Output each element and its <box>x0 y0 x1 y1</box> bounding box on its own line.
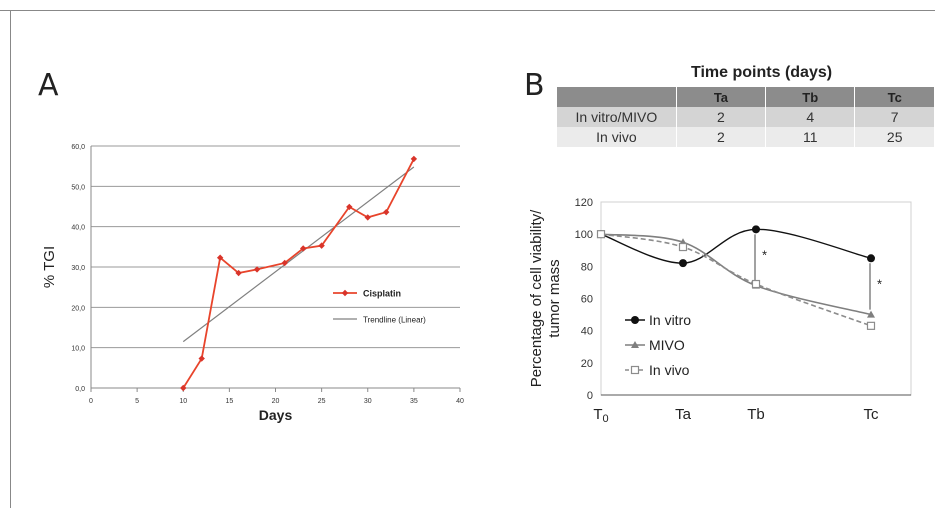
x-tick-label: 0 <box>89 398 93 405</box>
legend-marker <box>631 341 639 348</box>
in-vivo-point <box>678 242 688 252</box>
panel-b-letter: B <box>524 68 545 103</box>
series-line-in-vivo <box>600 233 872 327</box>
legend-marker-cisplatin <box>341 289 349 297</box>
y-tick-label: 20 <box>581 358 593 370</box>
table-cell: 11 <box>765 127 856 147</box>
x-tick-label: 15 <box>225 398 233 405</box>
legend-label: MIVO <box>649 337 685 353</box>
table-row-label: In vitro/MIVO <box>557 107 677 127</box>
significance-star: * <box>762 247 767 262</box>
y-tick-label: 0,0 <box>75 386 85 393</box>
y-tick-label: 100 <box>575 229 593 241</box>
x-axis-label: Days <box>259 407 293 423</box>
time-points-table: Ta Tb Tc In vitro/MIVO 2 4 7 In vivo 2 1… <box>557 87 935 147</box>
y-tick-label: 40,0 <box>71 225 85 232</box>
y-axis-label: Percentage of cell viability/ <box>528 209 545 387</box>
cisplatin-point <box>281 259 288 267</box>
y-tick-label: 0 <box>587 390 593 402</box>
x-tick-label: 35 <box>410 398 418 405</box>
cisplatin-point <box>364 214 371 221</box>
y-tick-label: 80 <box>581 261 593 273</box>
legend-label: In vivo <box>649 362 690 378</box>
significance-star: * <box>877 276 882 291</box>
x-tick-label: 25 <box>318 398 326 405</box>
table-row: In vivo 2 11 25 <box>557 127 935 147</box>
table-cell: 4 <box>765 107 856 127</box>
cisplatin-point <box>299 245 307 252</box>
x-tick-label: T0 <box>593 406 608 425</box>
y-tick-label: 20,0 <box>71 305 85 312</box>
cisplatin-point <box>383 208 390 216</box>
y-tick-label: 60 <box>581 294 593 306</box>
legend-marker <box>631 316 639 324</box>
y-tick-label: 120 <box>575 197 593 209</box>
table-row: In vitro/MIVO 2 4 7 <box>557 107 935 127</box>
y-tick-label: 60,0 <box>71 144 85 151</box>
cisplatin-point <box>180 384 187 392</box>
in-vitro-point <box>867 254 875 263</box>
table-cell: 7 <box>854 107 935 127</box>
cisplatin-point <box>235 269 242 277</box>
y-tick-label: 10,0 <box>71 346 85 353</box>
table-header-cell: Ta <box>676 87 767 107</box>
x-tick-label: 30 <box>364 398 372 405</box>
cisplatin-line <box>182 158 415 389</box>
time-points-title: Time points (days) <box>691 64 833 81</box>
y-tick-label: 30,0 <box>71 265 85 272</box>
x-tick-label: 10 <box>179 398 187 405</box>
table-header-cell: Tb <box>765 87 856 107</box>
figure-frame <box>0 10 935 508</box>
tgi-chart: 0,0 10,0 20,0 30,0 40,0 50,0 60,0 0 5 10 15 20 25 30 3… <box>41 144 464 423</box>
legend-marker <box>630 365 640 375</box>
table-header-cell: Tc <box>854 87 935 107</box>
in-vitro-point <box>679 259 687 268</box>
in-vitro-point <box>752 225 760 234</box>
y-tick-label: 40 <box>581 326 593 338</box>
cisplatin-point <box>198 355 205 362</box>
table-row-label: In vivo <box>557 127 677 147</box>
viability-chart: 0 20 40 60 80 100 120 T0 Ta Tb Tc Percentage of cel… <box>528 197 912 425</box>
legend-label-cisplatin: Cisplatin <box>363 289 401 299</box>
x-tick-label: Tb <box>747 406 765 423</box>
in-vivo-point <box>866 321 876 330</box>
in-vivo-point <box>751 279 761 289</box>
table-header-row: Ta Tb Tc <box>557 87 935 107</box>
x-tick-label: 20 <box>272 398 280 405</box>
legend-label-trendline: Trendline (Linear) <box>363 316 426 325</box>
y-tick-label: 50,0 <box>71 184 85 191</box>
mivo-point <box>867 310 875 318</box>
x-tick-label: Tc <box>864 406 880 423</box>
cisplatin-point <box>346 203 353 211</box>
cisplatin-point <box>318 242 325 249</box>
table-header-cell <box>557 87 677 107</box>
cisplatin-point <box>253 266 261 273</box>
y-axis-label: tumor mass <box>546 259 563 337</box>
series-line-in-vitro <box>600 228 872 264</box>
cisplatin-point <box>410 155 418 163</box>
table-cell: 2 <box>676 127 767 147</box>
x-tick-label: 40 <box>456 398 464 405</box>
trendline <box>182 166 415 343</box>
table-cell: 2 <box>676 107 767 127</box>
panel-a-letter: A <box>38 68 59 103</box>
series-line-mivo <box>600 233 872 316</box>
legend-label: In vitro <box>649 312 691 328</box>
y-axis-label: % TGI <box>41 246 58 288</box>
table-cell: 25 <box>854 127 935 147</box>
x-tick-label: Ta <box>675 406 692 423</box>
x-tick-label: 5 <box>135 398 139 405</box>
in-vivo-point <box>596 230 606 239</box>
